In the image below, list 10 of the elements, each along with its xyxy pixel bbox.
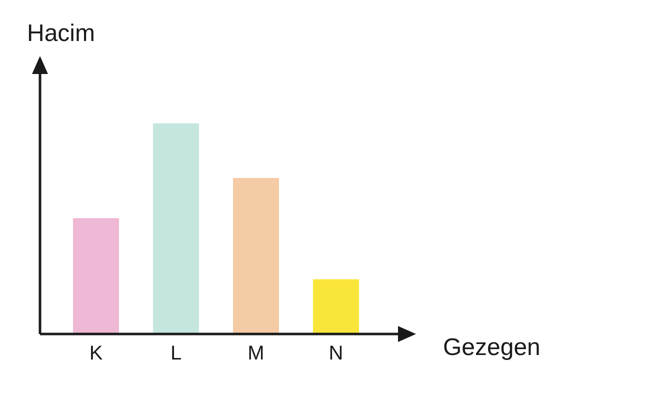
x-tick-label: N bbox=[328, 342, 344, 365]
y-axis-title: Hacim bbox=[27, 20, 96, 48]
x-tick-label: K bbox=[89, 342, 104, 365]
x-tick-label: M bbox=[248, 342, 264, 365]
x-tick-label: L bbox=[170, 342, 182, 365]
bar bbox=[73, 218, 119, 334]
bar bbox=[313, 279, 359, 334]
x-axis-title: Gezegen bbox=[443, 334, 540, 362]
bar bbox=[233, 178, 279, 334]
bar bbox=[153, 123, 199, 334]
